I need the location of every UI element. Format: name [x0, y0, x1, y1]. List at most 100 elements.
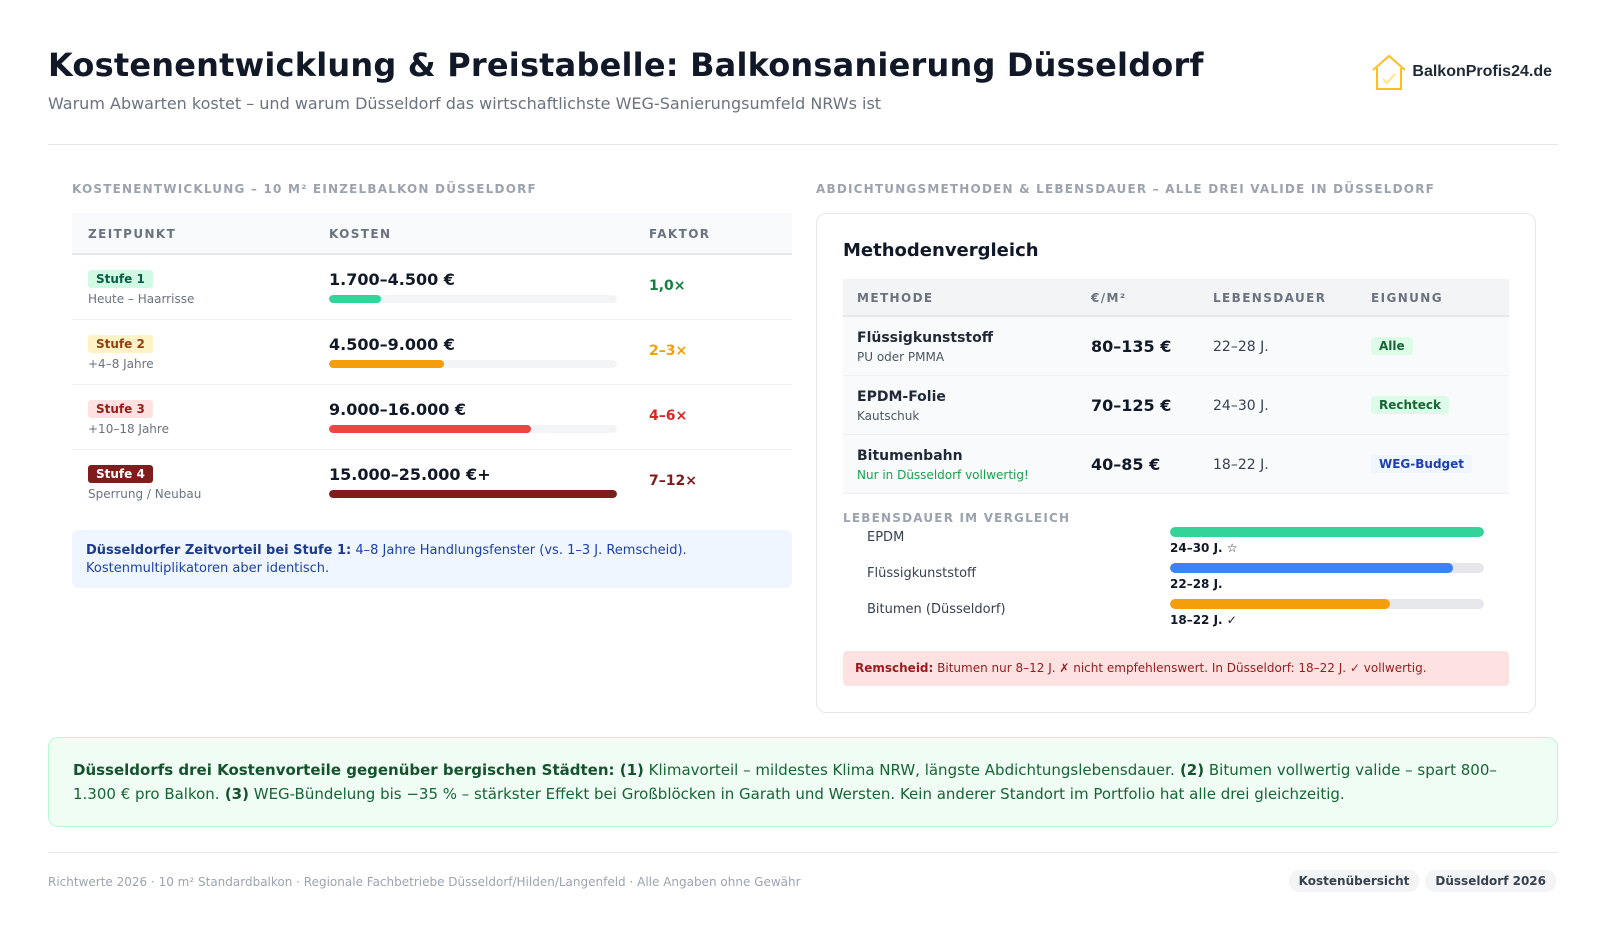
- footer-tags: Kostenübersicht Düsseldorf 2026: [1288, 870, 1556, 892]
- col-header-methode: METHODE: [857, 291, 934, 305]
- remscheid-warning: Remscheid: Bitumen nur 8–12 J. ✗ nicht e…: [843, 651, 1509, 686]
- lifespan-bar-fill: [1170, 563, 1453, 573]
- cost-bar-fill: [329, 490, 617, 498]
- method-row: Flüssigkunststoff PU oder PMMA 80–135 € 22–…: [843, 317, 1509, 376]
- summary-point-1: Klimavorteil – mildestes Klima NRW, läng…: [643, 761, 1175, 779]
- lifespan-name: EPDM: [867, 530, 905, 545]
- col-header-preis: €/M²: [1091, 291, 1127, 305]
- time-advantage-note: Düsseldorfer Zeitvorteil bei Stufe 1: 4–…: [72, 530, 792, 588]
- method-price: 40–85 €: [1091, 455, 1161, 474]
- note-text: 4–8 Jahre Handlungsfenster (vs. 1–3 J. R…: [86, 543, 687, 576]
- method-row: EPDM-Folie Kautschuk 70–125 € 24–30 J. Recht…: [843, 376, 1509, 435]
- methods-table: METHODE €/M² LEBENSDAUER EIGNUNG Flüssig…: [843, 279, 1509, 494]
- cost-bar-fill: [329, 360, 445, 368]
- lifespan-name: Bitumen (Düsseldorf): [867, 602, 1006, 617]
- footer-divider: [48, 852, 1558, 853]
- summary-num-1: (1): [614, 761, 644, 779]
- cost-factor: 1,0×: [649, 278, 686, 294]
- cost-table: ZEITPUNKT KOSTEN FAKTOR Stufe 1 Heute – H…: [72, 213, 792, 515]
- cost-table-header: ZEITPUNKT KOSTEN FAKTOR: [72, 213, 792, 255]
- summary-num-2: (2): [1174, 761, 1205, 779]
- methods-table-header: METHODE €/M² LEBENSDAUER EIGNUNG: [843, 279, 1509, 317]
- cost-bar-track: [329, 295, 617, 303]
- summary-box: Düsseldorfs drei Kostenvorteile gegenübe…: [48, 737, 1558, 827]
- stage-badge: Stufe 4: [88, 465, 153, 483]
- methods-card: Methodenvergleich METHODE €/M² LEBENSDAU…: [816, 213, 1536, 713]
- note-title: Düsseldorfer Zeitvorteil bei Stufe 1:: [86, 543, 352, 558]
- stage-badge: Stufe 1: [88, 270, 153, 288]
- cost-factor: 7–12×: [649, 473, 697, 489]
- brand-name: BalkonProfis24.de: [1412, 63, 1552, 80]
- house-check-icon: [1372, 54, 1407, 90]
- page-title: Kostenentwicklung & Preistabelle: Balkon…: [48, 46, 1204, 84]
- cost-factor: 4–6×: [649, 408, 688, 424]
- lifespan-value: 24–30 J. ☆: [1170, 541, 1238, 555]
- suitability-badge: Rechteck: [1371, 396, 1450, 414]
- suitability-badge: Alle: [1371, 337, 1413, 355]
- methods-section-label: ABDICHTUNGSMETHODEN & LEBENSDAUER – ALLE…: [816, 182, 1436, 196]
- lifespan-bar-fill: [1170, 599, 1390, 609]
- footer-disclaimer: Richtwerte 2026 · 10 m² Standardbalkon ·…: [48, 875, 801, 889]
- lifespan-label: LEBENSDAUER IM VERGLEICH: [843, 511, 1071, 525]
- col-header-eignung: EIGNUNG: [1371, 291, 1443, 305]
- method-subtitle: Kautschuk: [857, 409, 920, 423]
- summary-lead: Düsseldorfs drei Kostenvorteile gegenübe…: [73, 761, 615, 779]
- cost-row: Stufe 2 +4–8 Jahre 4.500–9.000 € 2–3×: [72, 320, 792, 385]
- lifespan-name: Flüssigkunststoff: [867, 566, 976, 581]
- method-name: Flüssigkunststoff: [857, 330, 994, 346]
- cost-value: 15.000–25.000 €+: [329, 465, 491, 484]
- page-header: Kostenentwicklung & Preistabelle: Balkon…: [48, 46, 1558, 146]
- cost-value: 4.500–9.000 €: [329, 335, 455, 354]
- method-price: 80–135 €: [1091, 337, 1172, 356]
- stage-timing: Sperrung / Neubau: [88, 487, 202, 501]
- cost-bar-track: [329, 490, 617, 498]
- warning-text: Bitumen nur 8–12 J. ✗ nicht empfehlenswe…: [933, 661, 1427, 675]
- method-subtitle: Nur in Düsseldorf vollwertig!: [857, 468, 1029, 482]
- cost-bar-track: [329, 360, 617, 368]
- suitability-badge: WEG-Budget: [1371, 455, 1473, 473]
- lifespan-bar-fill: [1170, 527, 1484, 537]
- col-header-lebensdauer: LEBENSDAUER: [1213, 291, 1327, 305]
- cost-value: 1.700–4.500 €: [329, 270, 455, 289]
- method-subtitle: PU oder PMMA: [857, 350, 945, 364]
- method-lifespan: 18–22 J.: [1213, 457, 1269, 473]
- method-name: Bitumenbahn: [857, 448, 963, 464]
- stage-badge: Stufe 3: [88, 400, 153, 418]
- tag-duesseldorf-2026[interactable]: Düsseldorf 2026: [1425, 870, 1556, 892]
- stage-timing: +4–8 Jahre: [88, 357, 154, 371]
- col-header-faktor: FAKTOR: [649, 227, 711, 241]
- method-price: 70–125 €: [1091, 396, 1172, 415]
- header-divider: [48, 144, 1558, 145]
- summary-num-3: (3): [219, 785, 249, 803]
- cost-bar-fill: [329, 295, 381, 303]
- lifespan-bar-track: [1170, 563, 1484, 573]
- cost-section-label: KOSTENENTWICKLUNG – 10 M² EINZELBALKON D…: [72, 182, 537, 196]
- lifespan-bar-track: [1170, 599, 1484, 609]
- cost-factor: 2–3×: [649, 343, 688, 359]
- lifespan-row: Flüssigkunststoff 22–28 J.: [843, 563, 1509, 597]
- tag-kostenuebersicht[interactable]: Kostenübersicht: [1288, 870, 1420, 892]
- col-header-zeitpunkt: ZEITPUNKT: [88, 227, 177, 241]
- stage-timing: +10–18 Jahre: [88, 422, 169, 436]
- page-subtitle: Warum Abwarten kostet – und warum Düssel…: [48, 94, 882, 113]
- cost-bar-track: [329, 425, 617, 433]
- brand-logo[interactable]: BalkonProfis24.de: [1370, 52, 1552, 92]
- warning-title: Remscheid:: [855, 661, 934, 675]
- cost-row: Stufe 3 +10–18 Jahre 9.000–16.000 € 4–6×: [72, 385, 792, 450]
- cost-value: 9.000–16.000 €: [329, 400, 467, 419]
- cost-bar-fill: [329, 425, 531, 433]
- summary-point-2: Bitumen vollwertig valide – spart 800–1.…: [73, 761, 1497, 803]
- stage-timing: Heute – Haarrisse: [88, 292, 195, 306]
- cost-row: Stufe 1 Heute – Haarrisse 1.700–4.500 € 1,0…: [72, 255, 792, 320]
- lifespan-bar-track: [1170, 527, 1484, 537]
- method-row: Bitumenbahn Nur in Düsseldorf vollwertig!…: [843, 435, 1509, 494]
- stage-badge: Stufe 2: [88, 335, 153, 353]
- lifespan-value: 22–28 J.: [1170, 577, 1223, 591]
- method-name: EPDM-Folie: [857, 389, 946, 405]
- method-lifespan: 22–28 J.: [1213, 339, 1269, 355]
- lifespan-row: Bitumen (Düsseldorf) 18–22 J. ✓: [843, 599, 1509, 633]
- methods-card-title: Methodenvergleich: [843, 240, 1039, 261]
- summary-point-3: WEG-Bündelung bis −35 % – stärkster Effe…: [248, 785, 1345, 803]
- cost-row: Stufe 4 Sperrung / Neubau 15.000–25.000 €+…: [72, 450, 792, 515]
- method-lifespan: 24–30 J.: [1213, 398, 1269, 414]
